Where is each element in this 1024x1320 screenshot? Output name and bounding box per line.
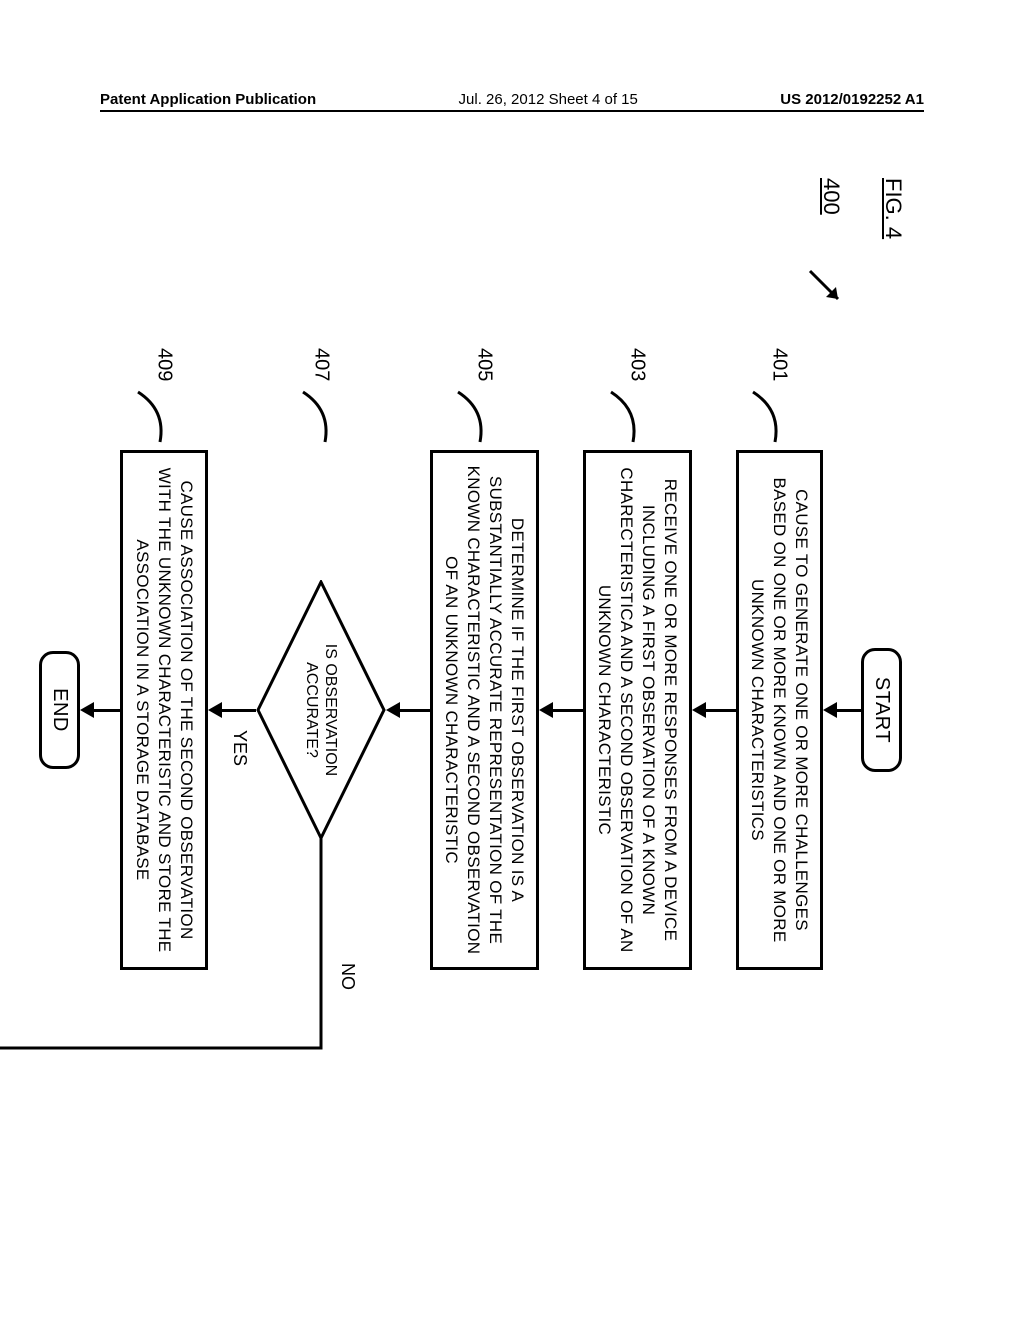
flow-line [400, 709, 430, 712]
process-box-401: CAUSE TO GENERATE ONE OR MORE CHALLENGES… [736, 450, 823, 970]
decision-line2: ACCURATE? [303, 662, 320, 758]
arrowhead-down-icon [386, 702, 400, 718]
arrowhead-down-icon [823, 702, 837, 718]
end-row: END [40, 340, 81, 1080]
process-box-405: DETERMINE IF THE FIRST OBSERVATION IS A … [430, 450, 539, 970]
ref-arrow-icon [804, 265, 850, 311]
page: Patent Application Publication Jul. 26, … [0, 0, 1024, 1320]
connector [692, 702, 736, 718]
leader-line-icon [136, 390, 166, 446]
arrowhead-down-icon [539, 702, 553, 718]
connector [208, 702, 256, 718]
step-label-409: 409 [153, 348, 176, 381]
connector [823, 702, 861, 718]
arrowhead-down-icon [208, 702, 222, 718]
step-label-405: 405 [473, 348, 496, 381]
arrowhead-down-icon [692, 702, 706, 718]
figure-ref-number: 400 [818, 178, 844, 239]
step-label-403: 403 [626, 348, 649, 381]
leader-line-icon [751, 390, 781, 446]
end-terminal: END [40, 651, 81, 769]
step-label-407: 407 [309, 348, 332, 381]
header-right: US 2012/0192252 A1 [780, 91, 924, 108]
step-409-row: 409 CAUSE ASSOCIATION OF THE SECOND OBSE… [121, 440, 208, 980]
flow-line [95, 709, 121, 712]
yes-connector-row: YES [208, 440, 256, 980]
leader-line-icon [456, 390, 486, 446]
figure-title: FIG. 4 [880, 178, 906, 239]
figure-caption-col: FIG. 4 400 [818, 178, 906, 239]
flow-line [222, 709, 256, 712]
connector [386, 702, 430, 718]
process-box-409: CAUSE ASSOCIATION OF THE SECOND OBSERVAT… [121, 450, 208, 970]
leader-line-icon [301, 390, 331, 446]
rotated-figure-content: FIG. 4 400 START 401 CAUSE TO GENERATE O… [152, 160, 912, 1240]
flow-line [553, 709, 583, 712]
header-center: Jul. 26, 2012 Sheet 4 of 15 [459, 91, 638, 108]
decision-text: IS OBSERVATION ACCURATE? [302, 644, 340, 776]
step-403-row: 403 RECEIVE ONE OR MORE RESPONSES FROM A… [583, 440, 692, 980]
decision-line1: IS OBSERVATION [322, 644, 339, 776]
step-407-row: 407 IS OBSERVATION ACCURATE? NO [256, 440, 386, 980]
flow-line [837, 709, 861, 712]
decision-yes-label: YES [229, 730, 250, 766]
step-405-row: 405 DETERMINE IF THE FIRST OBSERVATION I… [430, 440, 539, 980]
start-terminal: START [861, 648, 902, 772]
step-401-row: 401 CAUSE TO GENERATE ONE OR MORE CHALLE… [736, 440, 823, 980]
leader-line-icon [609, 390, 639, 446]
no-merge-arrowhead-icon [73, 948, 93, 968]
flowchart: START 401 CAUSE TO GENERATE ONE OR MORE … [40, 440, 903, 980]
decision-diamond: IS OBSERVATION ACCURATE? [256, 580, 386, 840]
arrowhead-down-icon [81, 702, 95, 718]
connector [81, 702, 121, 718]
page-header: Patent Application Publication Jul. 26, … [100, 82, 924, 112]
process-box-403: RECEIVE ONE OR MORE RESPONSES FROM A DEV… [583, 450, 692, 970]
decision-no-label: NO [337, 963, 358, 990]
header-left: Patent Application Publication [100, 91, 316, 108]
step-label-401: 401 [768, 348, 791, 381]
connector [539, 702, 583, 718]
flow-line [706, 709, 736, 712]
